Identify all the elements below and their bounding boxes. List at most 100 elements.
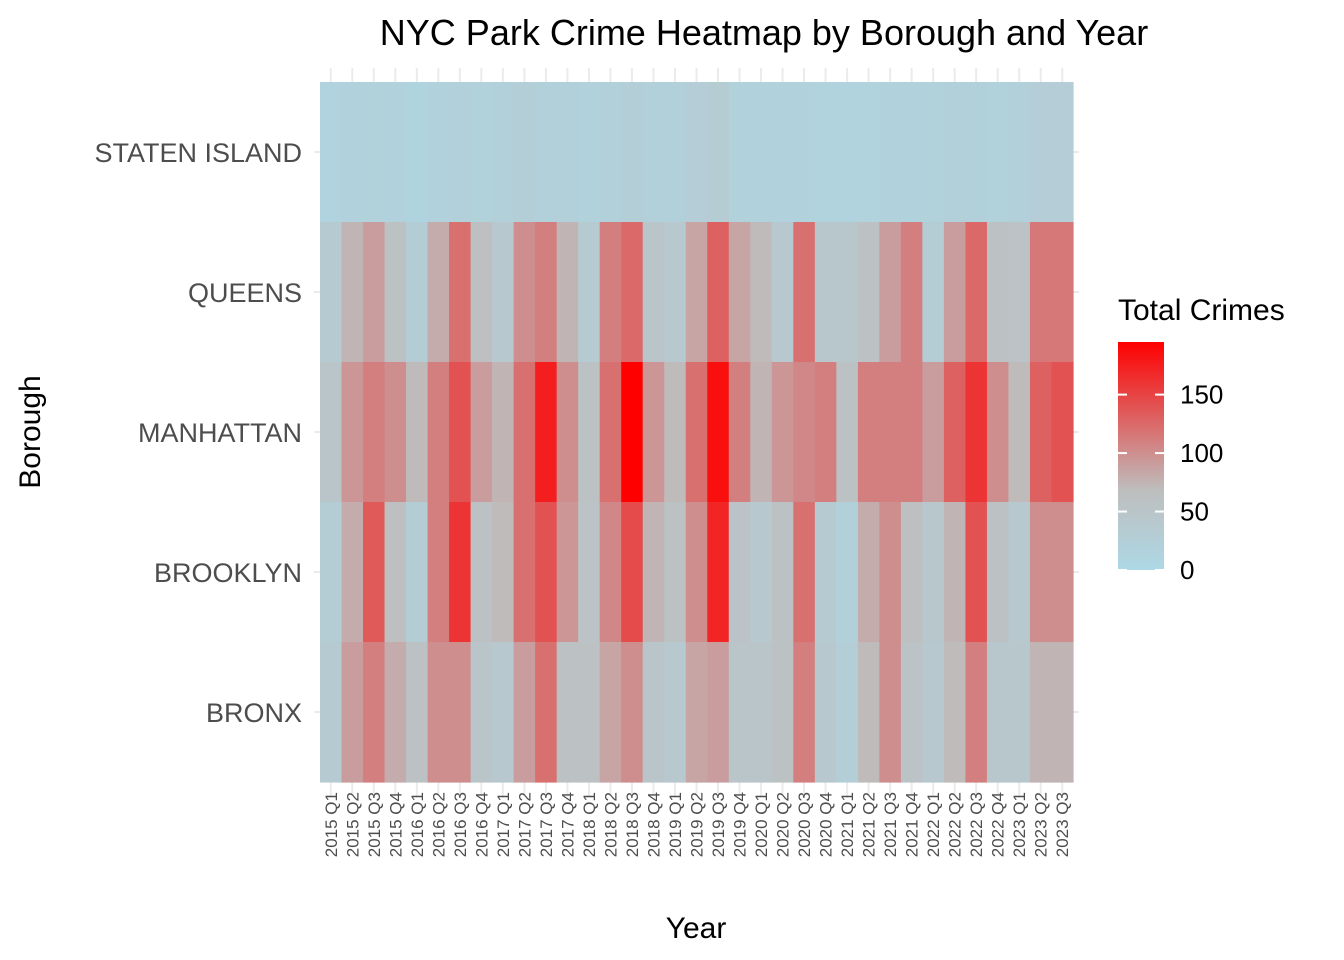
x-tick-label: 2021 Q3 [881, 792, 900, 857]
heatmap-cell [1008, 362, 1031, 503]
heatmap-cell [793, 222, 816, 363]
heatmap-cell [1051, 362, 1074, 503]
x-tick-label: 2016 Q2 [429, 792, 448, 857]
heatmap-cell [513, 82, 536, 223]
heatmap-cell [793, 362, 816, 503]
heatmap-cell [814, 642, 837, 783]
heatmap-cell [836, 82, 859, 223]
heatmap-cell [922, 642, 945, 783]
heatmap-cell [664, 642, 687, 783]
chart-title: NYC Park Crime Heatmap by Borough and Ye… [380, 12, 1148, 53]
heatmap-cell [341, 502, 364, 643]
heatmap-cell [922, 82, 945, 223]
heatmap-cell [621, 82, 644, 223]
heatmap-cell [384, 362, 407, 503]
heatmap-cell [578, 642, 601, 783]
heatmap-cell [449, 222, 472, 363]
heatmap-cell [449, 502, 472, 643]
x-tick-label: 2017 Q4 [558, 792, 577, 857]
heatmap-cell [578, 502, 601, 643]
heatmap-cell [320, 82, 343, 223]
heatmap-cell [664, 502, 687, 643]
heatmap-cell [664, 82, 687, 223]
heatmap-cell [728, 362, 751, 503]
heatmap-cell [965, 82, 988, 223]
y-tick-label: BROOKLYN [154, 558, 302, 588]
legend-tick-label: 50 [1180, 497, 1209, 527]
heatmap-cell [578, 82, 601, 223]
heatmap-cell [750, 82, 773, 223]
heatmap-cell [578, 222, 601, 363]
x-tick-label: 2022 Q4 [989, 792, 1008, 857]
x-tick-label: 2021 Q2 [860, 792, 879, 857]
heatmap-cell [492, 222, 515, 363]
heatmap-cell [707, 362, 730, 503]
x-tick-label: 2015 Q4 [386, 792, 405, 857]
heatmap-cell [470, 82, 493, 223]
heatmap-cell [320, 502, 343, 643]
x-tick-label: 2022 Q2 [946, 792, 965, 857]
heatmap-cell [406, 362, 429, 503]
heatmap-cell [857, 222, 880, 363]
heatmap-cell [857, 502, 880, 643]
heatmap-cell [771, 82, 794, 223]
heatmap-cell [384, 222, 407, 363]
x-tick-label: 2016 Q3 [451, 792, 470, 857]
legend: Total Crimes 0 50 100 150 [1118, 294, 1285, 585]
heatmap-cell [793, 642, 816, 783]
heatmap-cell [879, 82, 902, 223]
heatmap-cell [320, 222, 343, 363]
x-tick-label: 2022 Q1 [924, 792, 943, 857]
heatmap-cell [341, 82, 364, 223]
heatmap-cell [470, 362, 493, 503]
heatmap-cell [513, 642, 536, 783]
heatmap-cell [1029, 642, 1053, 783]
heatmap-cell [406, 642, 429, 783]
heatmap-cell [728, 502, 751, 643]
heatmap-cell [814, 502, 837, 643]
heatmap-cell [1051, 642, 1074, 783]
heatmap-cell [900, 362, 923, 503]
heatmap-cell [1008, 222, 1031, 363]
heatmap-cell [363, 502, 386, 643]
heatmap-cell [427, 222, 450, 363]
heatmap-cell [857, 82, 880, 223]
heatmap-cell [535, 82, 558, 223]
x-tick-label: 2018 Q2 [601, 792, 620, 857]
heatmap-cell [879, 362, 902, 503]
heatmap-cell [664, 362, 687, 503]
legend-title: Total Crimes [1118, 294, 1285, 327]
x-tick-label: 2017 Q1 [494, 792, 513, 857]
y-tick-labels: STATEN ISLAND QUEENS MANHATTAN BROOKLYN BRON… [94, 138, 302, 728]
x-tick-label: 2017 Q3 [537, 792, 556, 857]
heatmap-cell [707, 502, 730, 643]
heatmap-cell [535, 642, 558, 783]
heatmap-cell [965, 222, 988, 363]
heatmap-cell [470, 222, 493, 363]
heatmap-cell [922, 502, 945, 643]
x-tick-label: 2017 Q2 [515, 792, 534, 857]
x-tick-label: 2015 Q3 [365, 792, 384, 857]
heatmap-cell [1008, 642, 1031, 783]
heatmap-cell [363, 82, 386, 223]
heatmap-cell [492, 362, 515, 503]
heatmap-cell [599, 222, 622, 363]
heatmap-cell [685, 362, 708, 503]
heatmap-cell [449, 642, 472, 783]
heatmap-cell [556, 362, 579, 503]
x-tick-label: 2023 Q2 [1032, 792, 1051, 857]
heatmap-cell [535, 362, 558, 503]
x-tick-label: 2019 Q3 [709, 792, 728, 857]
heatmap-cell [707, 642, 730, 783]
heatmap-cell [986, 642, 1010, 783]
heatmap-cell [900, 82, 923, 223]
heatmap-cell [513, 222, 536, 363]
legend-ticks: 0 50 100 150 [1118, 380, 1223, 585]
x-tick-label: 2018 Q1 [580, 792, 599, 857]
heatmap-cell [986, 82, 1010, 223]
heatmap-cell [728, 222, 751, 363]
heatmap-cell [814, 362, 837, 503]
heatmap-cell [341, 362, 364, 503]
heatmap-cell [1051, 502, 1074, 643]
